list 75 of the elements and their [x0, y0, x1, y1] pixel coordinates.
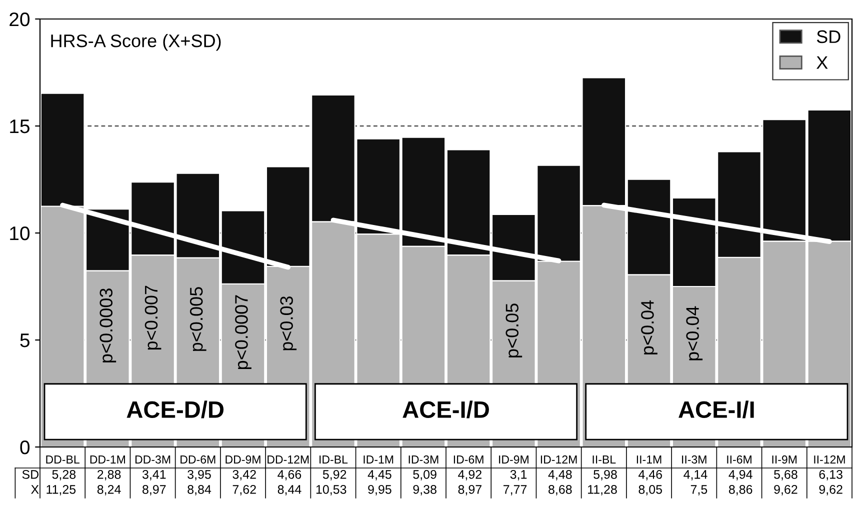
- annotation: ACE-I/I: [678, 400, 754, 418]
- x-tick-label: II-BL: [592, 456, 616, 464]
- x-tick-label: DD-3M: [135, 455, 170, 464]
- y-tick-label: 15: [10, 120, 30, 134]
- data-label: 4,94: [728, 470, 752, 480]
- x-tick-label: II-3M: [682, 455, 706, 464]
- annotation: ACE-D/D: [126, 400, 224, 418]
- data-label: 8,97: [142, 485, 166, 496]
- data-label: 3,42: [232, 470, 256, 480]
- annotation: p<0.04: [686, 306, 703, 360]
- annotation: p<0.007: [144, 286, 162, 350]
- data-label: 3,1: [510, 470, 527, 480]
- data-label: 3,41: [142, 470, 166, 480]
- data-label: 11,28: [588, 485, 617, 496]
- text: HRS-A Score (X+SD): [51, 34, 221, 51]
- x-tick-label: ID-1M: [364, 456, 394, 464]
- data-label: 8,97: [458, 485, 482, 496]
- data-label: 4,92: [458, 470, 482, 480]
- data-label: 8,68: [548, 485, 572, 496]
- data-label: 8,44: [278, 485, 302, 496]
- annotation: ACE-I/D: [402, 400, 489, 418]
- data-label: 5,68: [774, 470, 798, 480]
- x-tick-label: ID-6M: [454, 455, 484, 464]
- y-tick-label: 20: [10, 12, 30, 26]
- data-label: 8,05: [638, 485, 662, 496]
- data-label: 2,88: [98, 470, 121, 480]
- legend-label: X: [816, 56, 828, 69]
- y-tick-label: 5: [20, 334, 30, 348]
- data-label: 5,09: [413, 470, 436, 480]
- data-label: 3,95: [188, 470, 211, 480]
- data-label: 5,92: [322, 470, 346, 480]
- annotation: p<0.03: [280, 296, 297, 350]
- data-label: 8,86: [728, 485, 752, 496]
- annotation: p<0.05: [506, 304, 522, 358]
- data-label: 6,13: [819, 470, 842, 480]
- x-tick-label: ID-9M: [499, 455, 528, 464]
- data-label: 8,84: [188, 485, 212, 496]
- x-tick-label: II-6M: [727, 455, 752, 464]
- data-label: 4,46: [638, 470, 662, 480]
- annotation: p<0.0007: [235, 295, 252, 370]
- data-label: 5,98: [594, 470, 617, 480]
- annotation: p<0.04: [641, 300, 658, 354]
- x-tick-label: DD-9M: [226, 455, 260, 464]
- x-tick-label: ID-BL: [320, 456, 348, 464]
- data-label: 7,77: [504, 485, 527, 496]
- data-label: 8,24: [97, 485, 121, 496]
- data-label: 11,25: [46, 485, 76, 496]
- x-tick-label: II-9M: [772, 455, 797, 464]
- data-label: 4,48: [548, 470, 572, 480]
- x-tick-label: DD-6M: [180, 455, 216, 464]
- data-label: 4,45: [368, 470, 392, 480]
- annotation: p<0.005: [190, 287, 206, 351]
- data-label: 9,62: [774, 485, 798, 496]
- data-label: 7,62: [232, 485, 256, 496]
- y-tick-label: 10: [10, 226, 30, 240]
- x-tick-label: ID-12M: [540, 455, 577, 464]
- data-label: 9,38: [413, 485, 436, 496]
- annotation: p<0.0003: [100, 288, 116, 362]
- data-label: 9,95: [368, 485, 392, 496]
- text: X: [31, 485, 39, 494]
- y-tick-label: 0: [20, 440, 30, 454]
- legend-label: SD: [816, 30, 840, 44]
- x-tick-label: II-12M: [814, 455, 845, 464]
- x-tick-label: II-1M: [636, 456, 662, 464]
- x-tick-label: DD-BL: [46, 456, 80, 464]
- data-label: 9,62: [819, 485, 842, 496]
- data-label: 10,53: [316, 485, 346, 496]
- data-label: 7,5: [690, 485, 708, 496]
- x-tick-label: DD-12M: [268, 455, 309, 464]
- data-label: 5,28: [52, 470, 76, 480]
- x-tick-label: DD-1M: [90, 456, 125, 464]
- text: SD: [22, 470, 38, 479]
- data-label: 4,14: [684, 470, 708, 480]
- x-tick-label: ID-3M: [408, 455, 438, 464]
- data-label: 4,66: [278, 470, 302, 480]
